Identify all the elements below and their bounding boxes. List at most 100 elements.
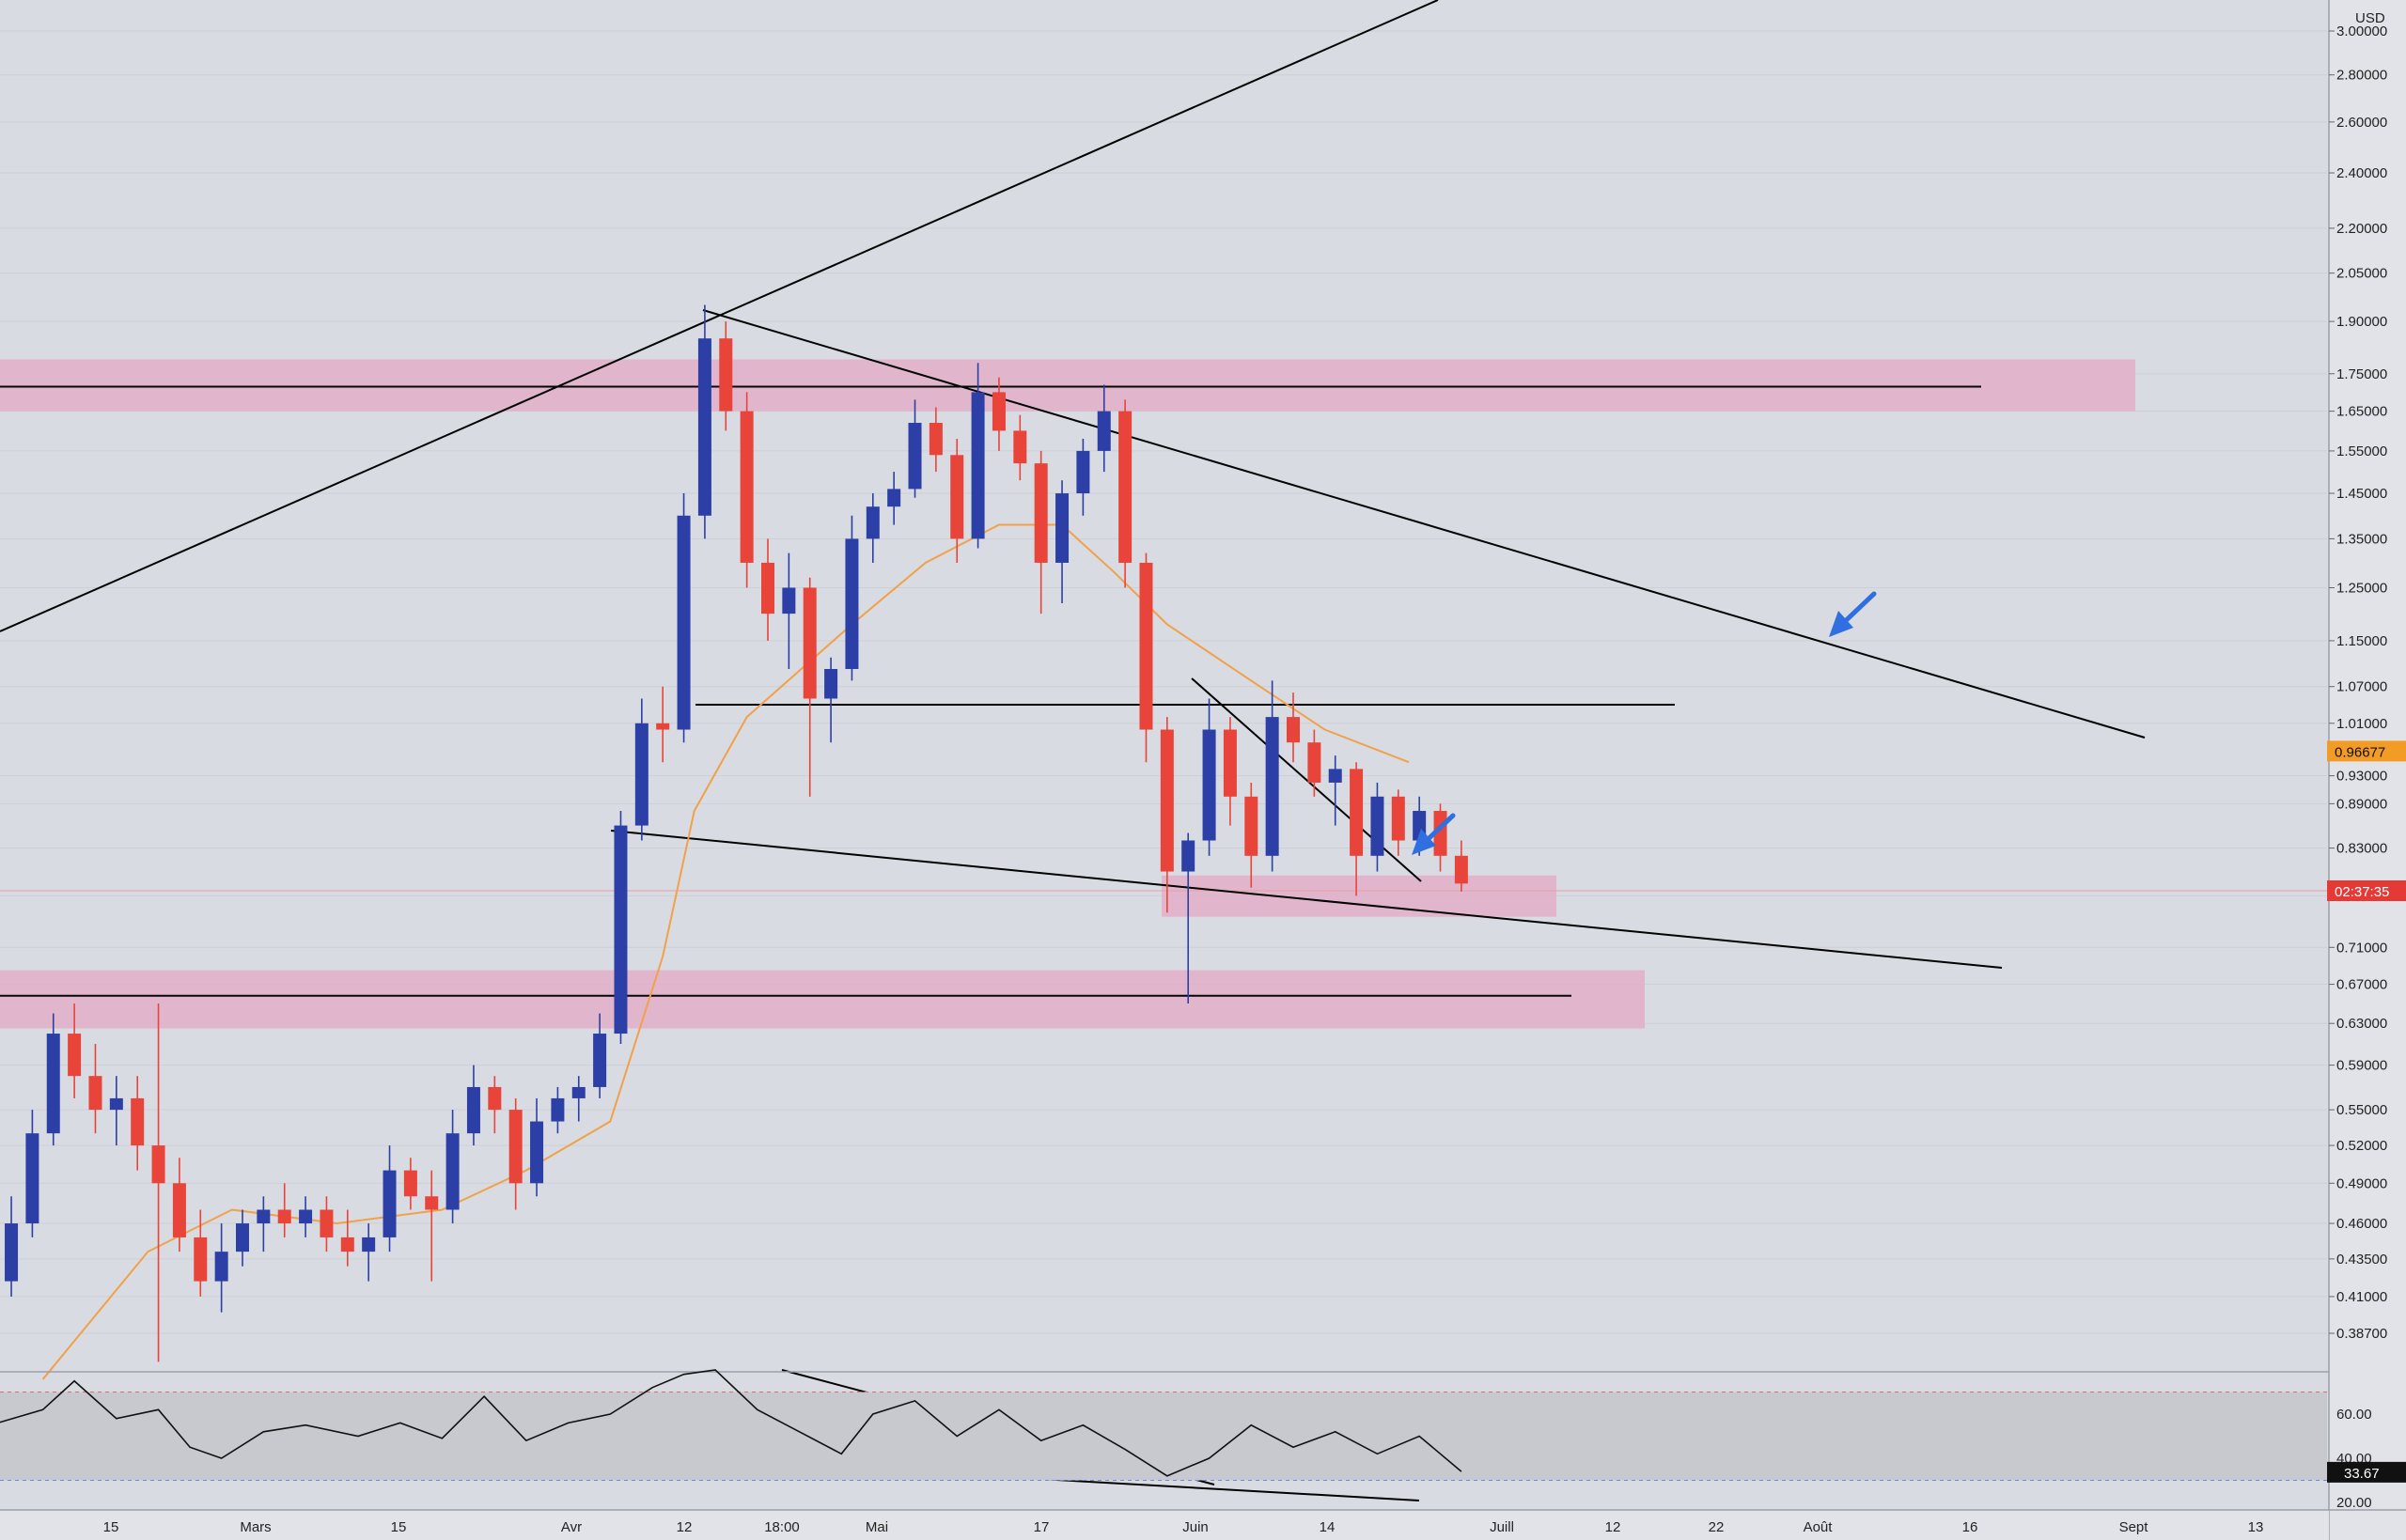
arrow-down-left-icon[interactable] — [1412, 813, 1456, 855]
candle[interactable] — [929, 407, 943, 473]
time-tick-label: 13 — [2248, 1519, 2264, 1535]
candle[interactable] — [530, 1097, 544, 1197]
countdown-text: 02:37:35 — [2335, 884, 2389, 900]
candle[interactable] — [403, 1158, 417, 1210]
candle[interactable] — [1350, 762, 1364, 896]
price-tick-label: 0.59000 — [2336, 1058, 2387, 1074]
candle[interactable] — [340, 1209, 354, 1267]
candle[interactable] — [1454, 840, 1468, 893]
arrow-down-left-icon[interactable] — [1829, 591, 1877, 637]
trendline-descending-resistance[interactable] — [702, 309, 2146, 739]
candle[interactable] — [1160, 717, 1174, 913]
candle[interactable] — [1202, 698, 1216, 856]
time-tick-label: 16 — [1962, 1519, 1978, 1535]
price-tick-label: 0.43500 — [2336, 1252, 2387, 1268]
price-tick-label: 0.49000 — [2336, 1175, 2387, 1191]
candle[interactable] — [1181, 832, 1195, 1004]
candle[interactable] — [761, 538, 774, 641]
candle[interactable] — [950, 438, 964, 563]
candle[interactable] — [194, 1209, 208, 1297]
candle[interactable] — [88, 1044, 102, 1134]
candle[interactable] — [172, 1158, 186, 1252]
candle[interactable] — [214, 1223, 228, 1313]
price-zone[interactable] — [1162, 875, 1556, 917]
price-tags: 0.96677 02:37:35 33.67 — [2327, 740, 2406, 1483]
candle[interactable] — [719, 321, 733, 431]
candle[interactable] — [1034, 450, 1048, 614]
candle[interactable] — [488, 1076, 502, 1134]
currency-label: USD — [2355, 10, 2385, 26]
candle[interactable] — [992, 377, 1006, 451]
candle[interactable] — [383, 1145, 397, 1252]
time-tick-label: Sept — [2119, 1519, 2149, 1535]
candle[interactable] — [131, 1076, 145, 1171]
candle[interactable] — [1391, 789, 1405, 856]
time-tick-label: 15 — [391, 1519, 407, 1535]
candle[interactable] — [782, 552, 796, 670]
candle[interactable] — [677, 493, 691, 743]
candle[interactable] — [257, 1196, 271, 1252]
candle[interactable] — [151, 1003, 165, 1362]
candle[interactable] — [803, 577, 817, 797]
moving-average[interactable] — [41, 523, 1410, 1380]
candle[interactable] — [593, 1013, 607, 1098]
current-price-text: 0.96677 — [2335, 744, 2385, 760]
candle[interactable] — [1223, 717, 1237, 826]
time-tick-label: 12 — [677, 1519, 693, 1535]
candle[interactable] — [571, 1076, 586, 1122]
time-tick-label: 12 — [1605, 1519, 1621, 1535]
candle[interactable] — [1370, 782, 1384, 872]
candle[interactable] — [508, 1097, 523, 1210]
candle[interactable] — [425, 1170, 439, 1282]
price-tick-label: 2.20000 — [2336, 221, 2387, 237]
price-zone[interactable] — [0, 359, 2135, 412]
candle[interactable] — [1307, 729, 1321, 797]
candlesticks — [5, 304, 1468, 1362]
candle[interactable] — [466, 1065, 480, 1146]
price-tick-label: 0.71000 — [2336, 940, 2387, 956]
time-tick-label: Juill — [1490, 1519, 1514, 1535]
price-tick-label: 1.07000 — [2336, 679, 2387, 695]
candle[interactable] — [634, 698, 648, 841]
candle[interactable] — [824, 657, 838, 743]
candle[interactable] — [1265, 680, 1279, 872]
candle[interactable] — [614, 811, 628, 1045]
price-tick-label: 0.38700 — [2336, 1326, 2387, 1342]
candle[interactable] — [109, 1076, 123, 1146]
candle[interactable] — [1328, 755, 1342, 826]
candle[interactable] — [25, 1110, 39, 1237]
candle[interactable] — [1244, 782, 1258, 888]
trendline-descending-support[interactable] — [610, 830, 2003, 969]
candle[interactable] — [1013, 414, 1027, 481]
candle[interactable] — [445, 1110, 460, 1224]
candle[interactable] — [697, 304, 711, 539]
price-tick-label: 0.67000 — [2336, 977, 2387, 993]
candle[interactable] — [887, 472, 901, 525]
candle[interactable] — [971, 363, 985, 549]
candle[interactable] — [362, 1223, 376, 1282]
rsi-line[interactable] — [0, 1369, 1462, 1477]
time-tick-label: Août — [1804, 1519, 1834, 1535]
price-tick-label: 1.45000 — [2336, 486, 2387, 502]
candle[interactable] — [1097, 384, 1111, 473]
candle[interactable] — [1139, 552, 1153, 763]
candle[interactable] — [46, 1013, 60, 1146]
candle[interactable] — [277, 1183, 291, 1237]
candle[interactable] — [5, 1196, 19, 1297]
candle[interactable] — [740, 392, 754, 588]
candle[interactable] — [908, 399, 922, 498]
candle[interactable] — [68, 1003, 82, 1098]
candle[interactable] — [320, 1196, 334, 1252]
candle[interactable] — [551, 1086, 565, 1134]
candle[interactable] — [1055, 480, 1070, 603]
price-zone[interactable] — [0, 970, 1645, 1029]
candle[interactable] — [1118, 399, 1133, 588]
candle[interactable] — [236, 1209, 249, 1267]
candle[interactable] — [656, 686, 670, 763]
candle[interactable] — [845, 515, 859, 681]
candle[interactable] — [866, 493, 880, 563]
candle[interactable] — [1287, 692, 1300, 763]
candle[interactable] — [299, 1196, 313, 1237]
candle[interactable] — [1076, 438, 1090, 516]
